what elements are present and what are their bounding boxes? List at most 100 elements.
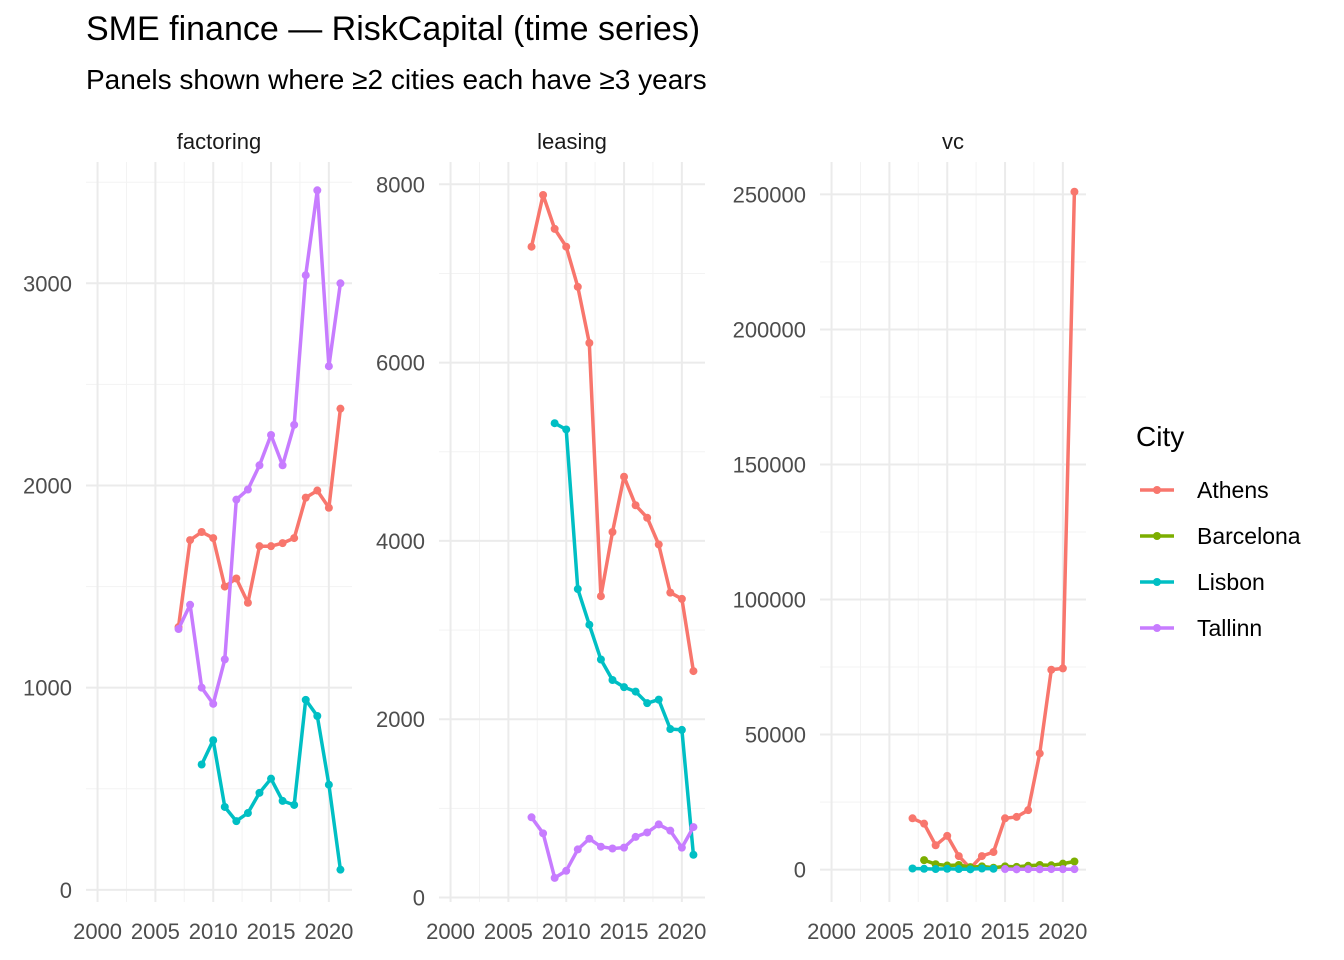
x-tick-label: 2010 (542, 919, 591, 944)
x-tick-label: 2000 (73, 919, 122, 944)
data-point (608, 676, 617, 684)
data-point (255, 461, 264, 470)
data-point (336, 404, 345, 413)
data-point (1024, 865, 1033, 874)
legend-key-point (1153, 486, 1161, 494)
y-tick-label: 1000 (23, 676, 72, 701)
data-point (620, 843, 629, 852)
data-point (608, 844, 617, 853)
data-point (255, 788, 264, 797)
data-point (197, 760, 206, 769)
y-tick-label: 4000 (376, 529, 425, 554)
data-point (573, 585, 582, 594)
data-point (186, 600, 195, 609)
data-point (1001, 814, 1010, 823)
data-point (336, 279, 345, 288)
data-point (220, 802, 229, 811)
data-point (562, 425, 571, 434)
data-point (654, 820, 663, 829)
data-point (1047, 865, 1056, 874)
data-point (677, 594, 686, 603)
legend-item-barcelona: Barcelona (1140, 523, 1301, 549)
data-point (989, 864, 998, 873)
data-point (573, 845, 582, 854)
data-point (550, 224, 559, 233)
data-point (301, 271, 310, 280)
data-point (689, 850, 698, 859)
data-point (174, 625, 183, 634)
data-point (608, 528, 617, 536)
data-point (290, 534, 299, 543)
y-tick-label: 0 (60, 878, 72, 903)
data-point (1047, 665, 1056, 674)
data-point (243, 809, 252, 818)
y-tick-label: 0 (413, 886, 425, 911)
series-lisbon (908, 864, 998, 874)
data-point (301, 493, 310, 502)
data-point (631, 832, 640, 841)
data-point (1012, 865, 1021, 874)
data-point (966, 865, 975, 874)
data-point (677, 843, 686, 852)
series-tallinn (174, 186, 345, 708)
legend-label: Barcelona (1197, 523, 1301, 549)
panel-title-leasing: leasing (537, 129, 607, 154)
y-tick-label: 2000 (23, 473, 72, 498)
legend: City Athens Barcelona Lisbon Tallinn (1136, 421, 1301, 641)
data-point (689, 667, 698, 676)
y-tick-label: 50000 (745, 723, 806, 748)
data-point (677, 725, 686, 734)
data-point (278, 461, 287, 470)
data-point (1058, 859, 1067, 868)
data-point (336, 865, 345, 874)
x-tick-label: 2005 (865, 919, 914, 944)
data-point (585, 338, 594, 347)
series-line (176, 188, 343, 706)
data-point (324, 780, 333, 789)
series-tallinn (1001, 865, 1079, 874)
data-point (977, 864, 986, 873)
data-point (943, 831, 952, 840)
series-line (176, 406, 343, 629)
data-point (631, 687, 640, 696)
data-point (1024, 806, 1033, 815)
data-point (620, 683, 629, 692)
x-tick-label: 2000 (426, 919, 475, 944)
x-tick-label: 2005 (131, 919, 180, 944)
series-tallinn (527, 813, 698, 882)
legend-title: City (1136, 421, 1184, 452)
legend-label: Tallinn (1197, 615, 1262, 641)
data-point (278, 539, 287, 548)
panel-title-factoring: factoring (177, 129, 261, 154)
data-point (209, 736, 218, 745)
data-point (1070, 857, 1079, 866)
data-point (643, 699, 652, 708)
panel-vc: vc 0 50000 100000 150000 200000 250000 2000 2005… (733, 129, 1088, 944)
series-athens (908, 187, 1079, 873)
data-point (954, 865, 963, 874)
data-point (278, 796, 287, 805)
y-tick-label: 0 (794, 858, 806, 883)
data-point (539, 829, 548, 838)
chart-title: SME finance — RiskCapital (time series) (86, 10, 701, 48)
data-point (596, 842, 605, 851)
legend-key-point (1153, 578, 1161, 586)
data-point (920, 856, 929, 865)
data-point (666, 826, 675, 835)
data-point (209, 534, 218, 543)
data-point (313, 186, 322, 195)
data-point (243, 485, 252, 494)
y-tick-label: 3000 (23, 271, 72, 296)
data-point (220, 655, 229, 664)
data-point (232, 495, 241, 504)
data-point (920, 819, 929, 828)
data-point (301, 695, 310, 704)
data-point (620, 472, 629, 481)
data-point (977, 852, 986, 861)
legend-item-lisbon: Lisbon (1140, 569, 1265, 595)
x-tick-label: 2005 (484, 919, 533, 944)
data-point (631, 501, 640, 510)
x-tick-label: 2015 (247, 919, 296, 944)
data-point (573, 282, 582, 291)
